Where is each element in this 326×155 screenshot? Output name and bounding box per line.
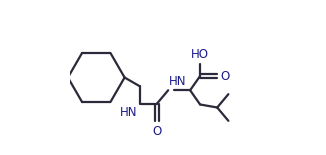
Text: HO: HO	[191, 48, 209, 61]
Text: HN: HN	[119, 106, 137, 119]
Text: O: O	[152, 125, 162, 138]
Text: O: O	[220, 70, 230, 82]
Text: HN: HN	[169, 75, 186, 88]
